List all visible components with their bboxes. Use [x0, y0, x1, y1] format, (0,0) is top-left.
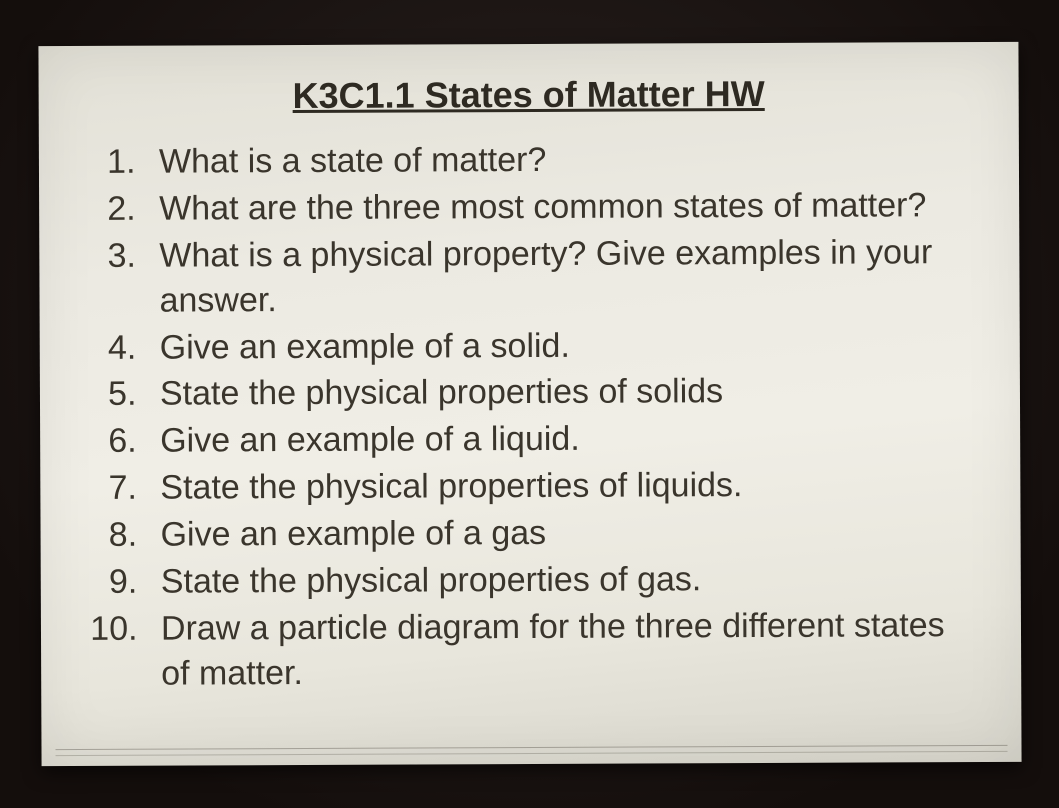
question-text: Give an example of a liquid. [160, 420, 580, 460]
question-item: Draw a particle diagram for the three di… [146, 603, 986, 698]
question-item: Give an example of a gas [146, 509, 986, 560]
question-text: What are the three most common states of… [159, 186, 926, 227]
question-text: What is a state of matter? [158, 141, 546, 181]
question-item: What is a physical property? Give exampl… [145, 230, 985, 325]
question-item: Give an example of a liquid. [146, 415, 986, 466]
question-text: Give an example of a solid. [159, 326, 569, 366]
question-text: State the physical properties of liquids… [160, 466, 742, 507]
question-item: State the physical properties of solids [145, 368, 985, 419]
worksheet-paper: K3C1.1 States of Matter HW What is a sta… [38, 42, 1021, 766]
question-text: What is a physical property? Give exampl… [159, 233, 932, 319]
question-item: What is a state of matter? [144, 136, 984, 187]
photo-background: K3C1.1 States of Matter HW What is a sta… [0, 0, 1059, 808]
question-item: State the physical properties of gas. [146, 556, 986, 607]
question-text: State the physical properties of gas. [160, 560, 701, 600]
question-list: What is a state of matter? What are the … [72, 136, 986, 698]
question-item: What are the three most common states of… [145, 183, 985, 234]
question-text: State the physical properties of solids [159, 373, 722, 413]
question-item: Give an example of a solid. [145, 322, 985, 373]
question-item: State the physical properties of liquids… [146, 462, 986, 513]
question-text: Give an example of a gas [160, 514, 546, 554]
question-text: Draw a particle diagram for the three di… [160, 606, 944, 692]
worksheet-title: K3C1.1 States of Matter HW [72, 72, 984, 118]
